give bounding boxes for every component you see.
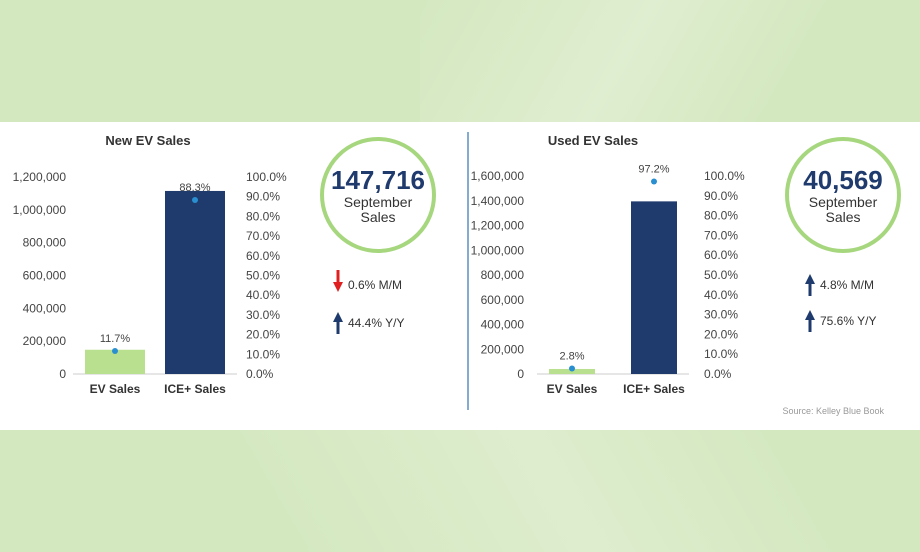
new-ev-summary: 147,716 September Sales 0.6% M/M 44.4% Y… (320, 137, 436, 334)
y2-tick-label: 10.0% (704, 347, 738, 361)
y-tick-label: 1,200,000 (471, 219, 525, 233)
y2-tick-label: 30.0% (704, 308, 738, 322)
background-decoration (420, 0, 920, 122)
share-label-ice: 97.2% (638, 164, 669, 176)
y2-tick-label: 50.0% (246, 269, 280, 283)
y-tick-label: 1,600,000 (471, 169, 525, 183)
y-tick-label: 400,000 (23, 301, 67, 315)
summary-number: 147,716 (331, 165, 425, 195)
y-tick-label: 0 (59, 367, 66, 381)
y-axis-ticks: 0 200,000 400,000 600,000 800,000 1,000,000 1,… (471, 169, 525, 381)
mm-change: 0.6% M/M (348, 278, 402, 292)
y2-tick-label: 90.0% (246, 190, 280, 204)
category-label-ice: ICE+ Sales (623, 382, 685, 396)
summary-line2: Sales (360, 209, 395, 225)
share-marker-ev (112, 347, 118, 354)
y-tick-label: 800,000 (481, 268, 525, 282)
chart-title: Used EV Sales (548, 133, 638, 148)
summary-line1: September (809, 194, 878, 210)
category-label-ice: ICE+ Sales (164, 382, 226, 396)
yy-change: 44.4% Y/Y (348, 316, 404, 330)
y2-tick-label: 80.0% (246, 209, 280, 223)
y-tick-label: 600,000 (481, 293, 525, 307)
y-tick-label: 200,000 (23, 334, 67, 348)
y-tick-label: 0 (517, 367, 524, 381)
infographic-panel: New EV Sales 0 200,000 400,000 600,000 800,0… (0, 122, 920, 430)
share-marker-ev (569, 365, 575, 372)
y-tick-label: 400,000 (481, 318, 525, 332)
bar-ice-sales (631, 201, 677, 374)
y2-tick-label: 40.0% (704, 288, 738, 302)
bar-ice-sales (165, 190, 225, 374)
bar-ev-sales (549, 368, 595, 374)
y2-axis-ticks: 0.0% 10.0% 20.0% 30.0% 40.0% 50.0% 60.0% 70.0% 8… (704, 169, 745, 381)
y-axis-ticks: 0 200,000 400,000 600,000 800,000 1,000,000 1,… (13, 170, 67, 381)
arrow-down-icon (333, 270, 343, 292)
chart-title: New EV Sales (105, 133, 190, 148)
yy-change: 75.6% Y/Y (820, 314, 876, 328)
y2-axis-ticks: 0.0% 10.0% 20.0% 30.0% 40.0% 50.0% 60.0% 70.0% 8… (246, 170, 287, 381)
summary-number: 40,569 (803, 165, 883, 195)
y-tick-label: 600,000 (23, 269, 67, 283)
y-tick-label: 800,000 (23, 236, 67, 250)
share-label-ice: 88.3% (179, 182, 210, 194)
summary-line1: September (344, 194, 413, 210)
y2-tick-label: 40.0% (246, 288, 280, 302)
arrow-up-icon (333, 312, 343, 334)
source-note: Source: Kelley Blue Book (782, 406, 884, 416)
new-ev-sales-chart: New EV Sales 0 200,000 400,000 600,000 800,0… (13, 133, 287, 396)
y2-tick-label: 0.0% (704, 367, 732, 381)
y-tick-label: 1,000,000 (13, 203, 67, 217)
summary-circle (785, 137, 901, 253)
mm-change: 4.8% M/M (820, 278, 874, 292)
share-label-ev: 2.8% (559, 350, 584, 362)
y2-tick-label: 20.0% (246, 328, 280, 342)
share-marker-ice (651, 178, 657, 185)
y2-tick-label: 30.0% (246, 308, 280, 322)
share-marker-ice (192, 197, 198, 204)
y2-tick-label: 90.0% (704, 189, 738, 203)
summary-line2: Sales (825, 209, 860, 225)
share-label-ev: 11.7% (100, 333, 131, 345)
y-tick-label: 1,000,000 (471, 243, 525, 257)
y2-tick-label: 10.0% (246, 347, 280, 361)
y2-tick-label: 50.0% (704, 268, 738, 282)
y2-tick-label: 70.0% (704, 228, 738, 242)
infographic-svg: New EV Sales 0 200,000 400,000 600,000 800,0… (13, 132, 901, 416)
arrow-up-icon (805, 310, 815, 332)
arrow-up-icon (805, 274, 815, 296)
y2-tick-label: 60.0% (246, 249, 280, 263)
y2-tick-label: 70.0% (246, 229, 280, 243)
summary-circle (320, 137, 436, 253)
category-label-ev: EV Sales (90, 382, 141, 396)
y2-tick-label: 100.0% (704, 169, 745, 183)
y2-tick-label: 0.0% (246, 367, 274, 381)
y2-tick-label: 100.0% (246, 170, 287, 184)
y-tick-label: 200,000 (481, 342, 525, 356)
background-decoration (0, 430, 920, 552)
y-tick-label: 1,400,000 (471, 194, 525, 208)
used-ev-summary: 40,569 September Sales 4.8% M/M 75.6% Y/… (785, 137, 901, 332)
y2-tick-label: 60.0% (704, 248, 738, 262)
category-label-ev: EV Sales (547, 382, 598, 396)
used-ev-sales-chart: Used EV Sales 0 200,000 400,000 600,000 800,… (471, 133, 745, 396)
y2-tick-label: 80.0% (704, 209, 738, 223)
y2-tick-label: 20.0% (704, 327, 738, 341)
y-tick-label: 1,200,000 (13, 170, 67, 184)
